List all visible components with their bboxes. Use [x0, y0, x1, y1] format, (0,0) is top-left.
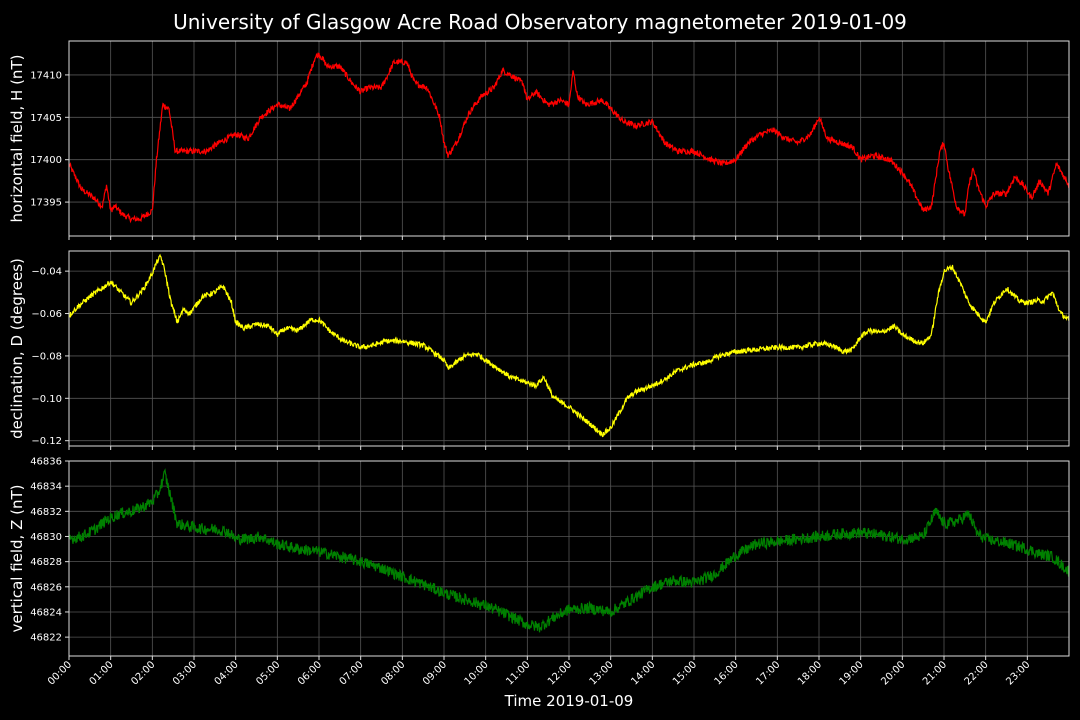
x-tick-label: 20:00 [879, 659, 907, 687]
x-tick-label: 23:00 [1004, 659, 1032, 687]
y-tick-label: 46832 [30, 507, 62, 518]
panel-frame [68, 40, 1070, 237]
x-tick-label: 15:00 [671, 659, 699, 687]
x-axis-label: Time 2019-01-09 [504, 692, 634, 710]
y-tick-label: −0.10 [31, 394, 62, 405]
y-axis-label: declination, D (degrees) [8, 258, 26, 439]
panel-frame [68, 460, 1070, 657]
x-tick-label: 18:00 [796, 659, 824, 687]
y-tick-label: 17405 [30, 113, 62, 124]
y-axis-label: vertical field, Z (nT) [8, 484, 26, 632]
y-tick-label: −0.06 [31, 309, 62, 320]
x-tick-label: 14:00 [629, 659, 657, 687]
panel-Z: 46822 46824 46826 46828 46830 46832 46834 46836… [8, 457, 1070, 660]
x-tick-label: 19:00 [838, 659, 866, 687]
x-tick-label: 22:00 [963, 659, 991, 687]
x-tick-label: 04:00 [213, 659, 241, 687]
x-tick-label: 10:00 [463, 659, 491, 687]
y-tick-label: −0.08 [31, 351, 62, 362]
panel-H: 17395 17400 17405 17410 horizontal field, H … [8, 40, 1070, 240]
x-tick-label: 06:00 [296, 659, 324, 687]
x-tick-label: 16:00 [713, 659, 741, 687]
series-line-D [69, 253, 1069, 438]
x-tick-label: 03:00 [171, 659, 199, 687]
x-tick-label: 11:00 [504, 659, 532, 687]
x-tick-label: 21:00 [921, 659, 949, 687]
series-line-Z [69, 468, 1069, 633]
x-tick-label: 01:00 [88, 659, 116, 687]
y-tick-label: 17410 [30, 70, 62, 81]
x-tick-label: 07:00 [338, 659, 366, 687]
x-tick-label: 17:00 [754, 659, 782, 687]
series-line-H [69, 52, 1069, 224]
y-tick-label: 17395 [30, 198, 62, 209]
x-tick-label: 00:00 [46, 659, 74, 687]
y-tick-label: −0.12 [31, 436, 62, 447]
y-tick-label: 46834 [30, 482, 62, 493]
y-tick-label: 46836 [30, 457, 62, 468]
panel-frame [68, 250, 1070, 447]
x-tick-label: 09:00 [421, 659, 449, 687]
x-tick-label: 13:00 [588, 659, 616, 687]
y-tick-label: 46830 [30, 532, 62, 543]
y-axis-label: horizontal field, H (nT) [8, 55, 26, 223]
y-tick-label: 17400 [30, 155, 62, 166]
panel-D: −0.12 −0.10 −0.08 −0.06 −0.04 declination, D … [8, 250, 1070, 450]
y-tick-label: 46828 [30, 557, 62, 568]
y-tick-label: −0.04 [31, 267, 62, 278]
y-tick-label: 46824 [30, 607, 62, 618]
y-tick-label: 46826 [30, 582, 62, 593]
x-tick-label: 05:00 [254, 659, 282, 687]
y-tick-label: 46822 [30, 633, 62, 644]
x-tick-label: 08:00 [379, 659, 407, 687]
chart-title: University of Glasgow Acre Road Observat… [173, 10, 907, 34]
x-tick-label: 12:00 [546, 659, 574, 687]
panels: 17395 17400 17405 17410 horizontal field, H … [8, 40, 1070, 688]
x-tick-label: 02:00 [129, 659, 157, 687]
